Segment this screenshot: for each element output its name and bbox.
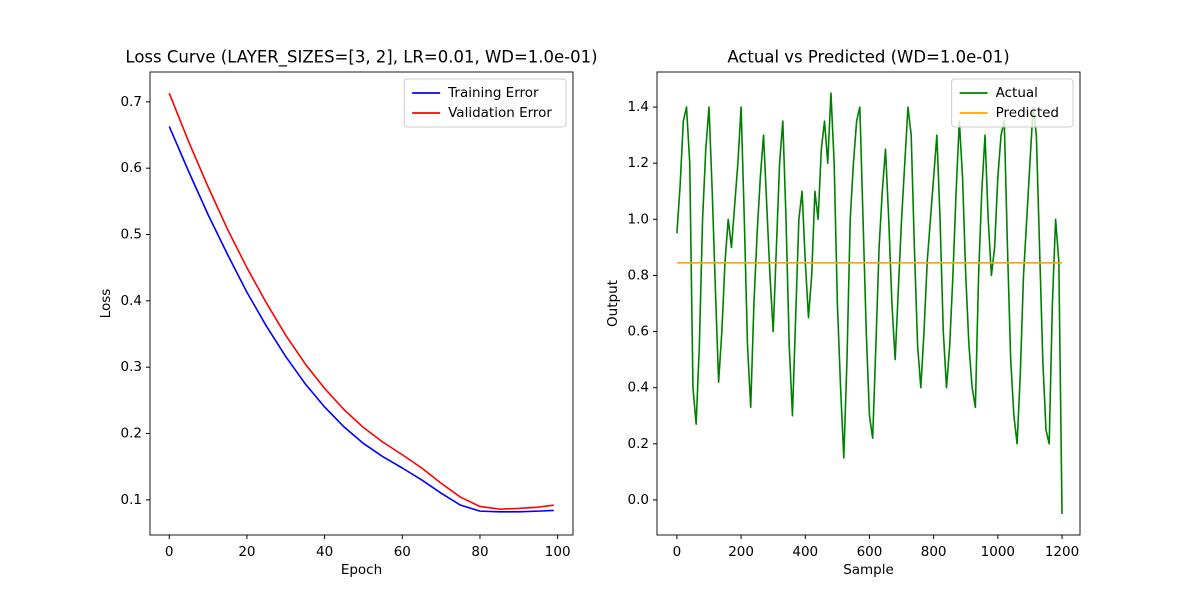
y-tick-label: 0.7 bbox=[121, 94, 142, 110]
x-tick-label: 100 bbox=[545, 544, 571, 560]
axes: 0 20 40 60 80 100 0.1 0.2 0.3 0.4 0.5 0.6 0.7 Loss Cu… bbox=[98, 48, 598, 579]
y-tick-label: 0.5 bbox=[121, 227, 142, 243]
legend-box bbox=[403, 78, 567, 128]
legend-label: Validation Error bbox=[448, 105, 552, 121]
legend: Training Error Validation Error bbox=[403, 78, 567, 128]
y-tick-label: 0.2 bbox=[121, 426, 142, 442]
legend: Actual Predicted bbox=[951, 78, 1074, 128]
y-tick-label: 0.4 bbox=[121, 293, 142, 309]
axes-frame bbox=[656, 71, 1081, 536]
legend-label: Predicted bbox=[996, 105, 1059, 121]
y-tick-label: 0.0 bbox=[628, 492, 649, 508]
x-tick-label: 40 bbox=[316, 544, 333, 560]
x-axis-label: Epoch bbox=[341, 562, 382, 578]
legend-label: Training Error bbox=[447, 85, 539, 101]
x-tick-label: 600 bbox=[857, 544, 883, 560]
x-tick-label: 60 bbox=[394, 544, 411, 560]
y-tick-label: 0.2 bbox=[628, 436, 649, 452]
axes-frame bbox=[149, 71, 574, 536]
y-tick-label: 1.2 bbox=[628, 155, 649, 171]
x-tick-label: 80 bbox=[471, 544, 488, 560]
legend-box bbox=[951, 78, 1074, 128]
y-axis-label: Output bbox=[605, 280, 621, 327]
x-tick-label: 20 bbox=[238, 544, 255, 560]
y-tick-label: 0.6 bbox=[121, 160, 142, 176]
y-axis-label: Loss bbox=[98, 289, 114, 319]
series-line bbox=[168, 126, 554, 513]
x-tick-label: 0 bbox=[673, 544, 682, 560]
series-line bbox=[676, 92, 1063, 514]
x-tick-label: 800 bbox=[921, 544, 947, 560]
y-tick-label: 0.8 bbox=[628, 267, 649, 283]
y-tick-label: 0.6 bbox=[628, 324, 649, 340]
y-tick-label: 0.1 bbox=[121, 492, 142, 508]
x-tick-label: 1200 bbox=[1045, 544, 1079, 560]
y-tick-label: 1.0 bbox=[628, 211, 649, 227]
series-line bbox=[168, 92, 554, 510]
x-tick-label: 1000 bbox=[981, 544, 1015, 560]
axes: 0 200 400 600 800 1000 1200 0.0 0.2 0.4 0.6 0.8 1.0 1… bbox=[605, 48, 1081, 578]
x-axis-label: Sample bbox=[843, 562, 894, 578]
y-tick-label: 0.3 bbox=[121, 359, 142, 375]
chart-title: Loss Curve (LAYER_SIZES=[3, 2], LR=0.01,… bbox=[125, 48, 597, 68]
chart-title: Actual vs Predicted (WD=1.0e-01) bbox=[727, 48, 1009, 67]
y-tick-label: 0.4 bbox=[628, 380, 649, 396]
x-tick-label: 200 bbox=[728, 544, 754, 560]
x-tick-label: 400 bbox=[792, 544, 818, 560]
y-tick-label: 1.4 bbox=[628, 99, 649, 115]
x-tick-label: 0 bbox=[165, 544, 174, 560]
legend-label: Actual bbox=[996, 85, 1038, 101]
